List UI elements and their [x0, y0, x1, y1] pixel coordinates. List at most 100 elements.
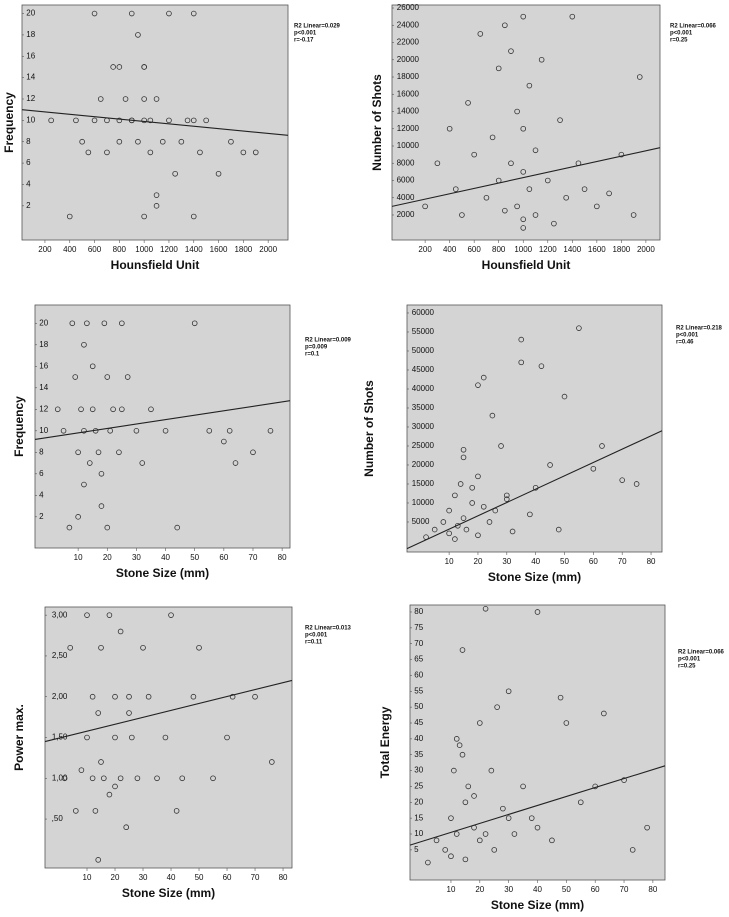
annotation: p<0.001 — [305, 633, 328, 639]
y-tick-label: 20000 — [397, 55, 420, 64]
point — [54, 406, 61, 413]
point — [153, 96, 160, 102]
x-tick-label: 30 — [504, 885, 513, 894]
point — [135, 138, 141, 145]
point — [463, 526, 470, 533]
point — [448, 815, 454, 821]
point — [229, 693, 236, 700]
x-tick-label: 800 — [492, 245, 506, 254]
annotation: p<0.001 — [678, 657, 701, 663]
point — [61, 775, 68, 782]
point — [119, 320, 125, 327]
point — [489, 134, 496, 141]
y-tick-label: 10000 — [397, 141, 420, 150]
point — [215, 170, 222, 177]
point — [145, 693, 152, 700]
y-tick-label: 15 — [414, 813, 423, 822]
point — [494, 704, 500, 710]
point — [172, 170, 178, 177]
x-tick-label: 30 — [132, 553, 141, 562]
point — [75, 449, 81, 456]
y-tick-label: 5000 — [412, 517, 430, 526]
point — [110, 64, 116, 70]
point — [141, 96, 147, 102]
point — [197, 149, 203, 156]
y-tick-label: 6 — [26, 158, 31, 167]
point — [475, 382, 481, 388]
y-tick-label: 2 — [26, 201, 31, 210]
point — [79, 138, 85, 145]
y-tick-label: 6000 — [397, 176, 415, 185]
y-tick-label: 24000 — [397, 20, 420, 29]
point — [190, 10, 197, 17]
x-tick-label: 2000 — [637, 245, 655, 254]
point — [518, 359, 525, 366]
point — [98, 644, 104, 651]
annotation: p<0.001 — [294, 31, 317, 37]
point — [446, 507, 452, 514]
point — [89, 363, 96, 370]
y-tick-label: 20 — [39, 318, 48, 327]
annotation: p<0.001 — [670, 31, 693, 37]
y-tick-label: 8000 — [397, 158, 415, 167]
plot-area — [44, 606, 293, 869]
point — [563, 720, 570, 726]
point — [95, 449, 102, 456]
point — [84, 612, 90, 618]
point — [196, 644, 202, 651]
x-tick-label: 80 — [647, 557, 656, 566]
trend-line — [409, 765, 666, 846]
point — [475, 532, 481, 539]
point — [112, 783, 118, 790]
point — [440, 519, 447, 525]
x-tick-label: 40 — [167, 873, 176, 882]
point — [228, 138, 234, 145]
point — [128, 10, 135, 17]
point — [538, 56, 545, 63]
point — [166, 117, 172, 124]
point — [459, 212, 465, 218]
point — [465, 783, 472, 790]
y-tick-label: 60 — [414, 671, 423, 680]
x-tick-label: 70 — [618, 557, 627, 566]
y-axis-label: Number of Shots — [370, 74, 384, 171]
point — [500, 805, 506, 812]
point — [147, 117, 154, 124]
point — [153, 192, 160, 198]
point — [465, 100, 471, 106]
y-tick-label: 40000 — [412, 384, 435, 393]
x-tick-label: 70 — [620, 885, 629, 894]
x-tick-label: 40 — [161, 553, 170, 562]
point — [84, 734, 90, 741]
point — [491, 847, 498, 853]
point — [471, 151, 477, 158]
point — [480, 374, 487, 381]
y-tick-label: 10000 — [412, 498, 435, 507]
point — [471, 793, 477, 799]
point — [486, 519, 493, 525]
x-tick-label: 1800 — [234, 245, 252, 254]
point — [621, 777, 627, 783]
point — [66, 524, 73, 531]
point — [549, 837, 555, 844]
point — [480, 503, 487, 510]
annotation: r=0.11 — [305, 640, 323, 646]
point — [141, 213, 147, 220]
point — [226, 428, 233, 434]
x-tick-label: 1800 — [612, 245, 630, 254]
point — [459, 647, 466, 653]
y-tick-label: 14000 — [397, 107, 420, 116]
point — [477, 720, 483, 726]
annotation: R2 Linear=0.013 — [305, 626, 352, 632]
point — [112, 734, 118, 741]
point — [433, 837, 440, 844]
point — [534, 609, 541, 615]
point — [495, 65, 502, 72]
y-tick-label: 8 — [26, 137, 31, 146]
x-tick-label: 1200 — [160, 245, 178, 254]
point — [81, 341, 87, 348]
point — [446, 125, 453, 132]
point — [452, 186, 459, 192]
point — [509, 528, 516, 535]
x-tick-label: 20 — [474, 557, 483, 566]
